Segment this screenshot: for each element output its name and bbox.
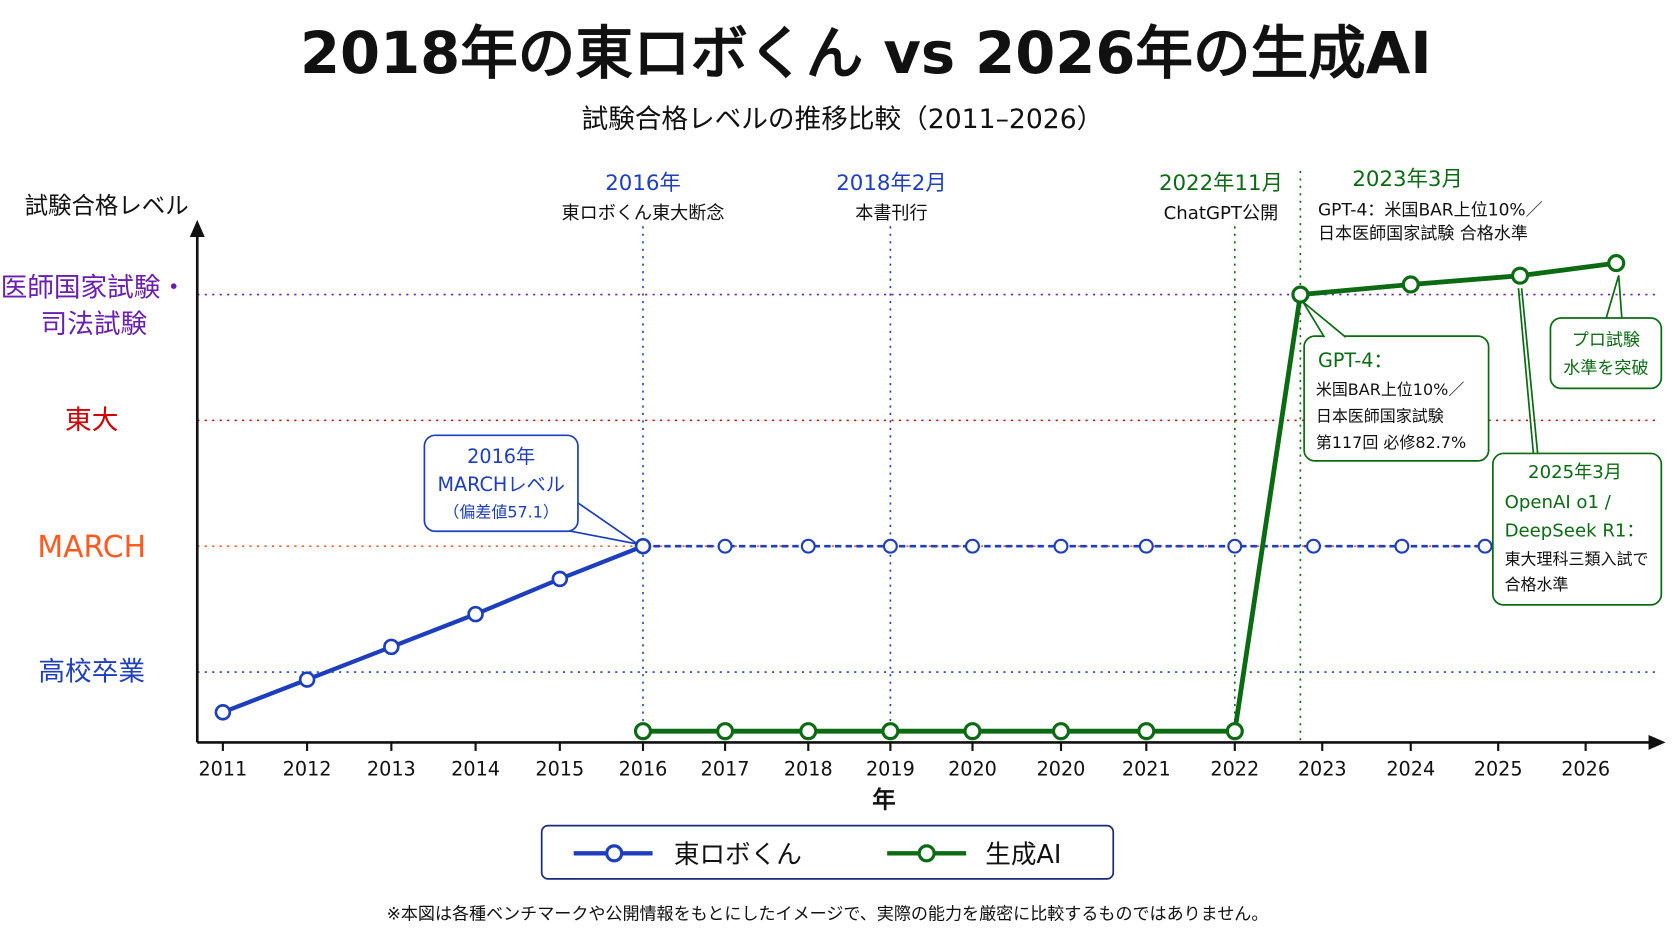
series-layer (214, 254, 1626, 741)
event-text2-2023: 日本医師国家試験 合格水準 (1318, 224, 1528, 244)
x-tick-label: 2016 (619, 757, 668, 780)
robot-point (800, 538, 816, 554)
callout-march: 2016年 MARCHレベル （偏差値57.1） (423, 434, 639, 545)
y-axis-arrow-icon (189, 219, 205, 237)
callout-gpt4-line1: GPT-4： (1318, 349, 1393, 372)
robot-point (882, 538, 898, 554)
callout-pro-line1: プロ試験 (1572, 331, 1640, 351)
x-tick-label: 2023 (1298, 757, 1347, 780)
ai-point (1225, 722, 1244, 741)
x-tick-label: 2015 (535, 757, 584, 780)
callout-o1: 2025年3月 OpenAI o1 / DeepSeek R1： 東大理科三類入… (1492, 288, 1663, 606)
y-level-labels: 医師国家試験・ 司法試験 東大 MARCH 高校卒業 (1, 273, 188, 688)
callout-march-line2: MARCHレベル (437, 473, 564, 496)
y-level-law: 司法試験 (41, 309, 148, 340)
robot-point (717, 538, 733, 554)
callout-o1-line5: 合格水準 (1505, 575, 1569, 594)
ai-point (716, 722, 735, 741)
y-level-highschool: 高校卒業 (38, 657, 145, 688)
footnote: ※本図は各種ベンチマークや公開情報をもとにしたイメージで、実際の能力を厳密に比較… (387, 904, 1269, 924)
robot-point (467, 605, 484, 623)
robot-point (1306, 538, 1321, 554)
ai-point (633, 722, 653, 741)
robot-line (222, 544, 644, 715)
x-ticks: 2011 2012 2013 2014 2015 2016 2017 2018 2019 2020… (198, 742, 1610, 780)
callout-o1-line3: DeepSeek R1： (1505, 521, 1645, 542)
event-text-2018: 本書刊行 (855, 203, 927, 224)
x-tick-label: 2025 (1474, 757, 1523, 780)
event-text-2016: 東ロボくん東大断念 (562, 202, 725, 224)
x-tick-label: 2021 (1122, 757, 1171, 780)
callout-pro-line2: 水準を突破 (1563, 358, 1648, 378)
x-tick-label: 2018 (784, 757, 833, 780)
callout-o1-line4: 東大理科三類入試で (1505, 549, 1649, 568)
robot-point (1477, 538, 1493, 554)
x-axis-label: 年 (872, 785, 895, 813)
x-tick-label: 2024 (1386, 757, 1435, 780)
robot-point (634, 537, 652, 555)
callout-gpt4-line3: 日本医師国家試験 (1316, 406, 1444, 425)
ai-point (799, 722, 818, 741)
event-date-2018: 2018年2月 (836, 171, 946, 196)
legend-marker-robot (605, 844, 624, 863)
legend-marker-ai (917, 844, 936, 863)
y-level-doctor: 医師国家試験・ (1, 273, 188, 304)
ai-point (963, 722, 982, 741)
event-text-2023: GPT-4：米国BAR上位10%／ (1318, 201, 1543, 221)
event-date-2023: 2023年3月 (1352, 167, 1462, 192)
callout-gpt4-line2: 米国BAR上位10%／ (1316, 380, 1464, 399)
robot-point (1053, 538, 1069, 554)
ai-line (642, 260, 1617, 734)
ai-point (1401, 275, 1420, 294)
callout-gpt4-line4: 第117回 必修82.7% (1316, 433, 1466, 452)
callout-march-line3: （偏差値57.1） (443, 502, 559, 521)
event-date-2022: 2022年11月 (1159, 171, 1283, 196)
x-tick-label: 2013 (367, 757, 416, 780)
legend-item-ai: 生成AI (887, 840, 1061, 870)
ai-point (1291, 285, 1310, 304)
robot-point (1227, 538, 1243, 554)
robot-point (551, 570, 569, 588)
event-text-2022: ChatGPT公開 (1164, 203, 1279, 224)
x-tick-label: 2011 (198, 757, 247, 780)
x-tick-label: 2020 (948, 757, 997, 780)
chart-subtitle: 試験合格レベルの推移比較（2011–2026） (581, 104, 1103, 135)
robot-point (965, 538, 980, 554)
robot-point (214, 704, 232, 721)
callout-o1-line1: 2025年3月 (1528, 462, 1622, 483)
legend-label-robot: 東ロボくん (674, 840, 802, 870)
ai-point (1607, 254, 1626, 273)
event-date-2016: 2016年 (605, 171, 681, 196)
y-axis-label: 試験合格レベル (25, 192, 189, 220)
legend-item-robot: 東ロボくん (573, 840, 802, 870)
robot-point (1394, 538, 1410, 554)
x-tick-label: 2014 (451, 757, 500, 780)
legend-label-ai: 生成AI (985, 840, 1061, 870)
x-axis-arrow-icon (1648, 734, 1666, 750)
x-tick-label: 2012 (283, 757, 332, 780)
event-labels: 2016年 東ロボくん東大断念 2018年2月 本書刊行 2022年11月 Ch… (562, 167, 1543, 244)
y-level-todai: 東大 (65, 405, 118, 436)
callout-pro: プロ試験 水準を突破 (1549, 275, 1663, 390)
robot-point (1138, 538, 1154, 554)
robot-point (383, 638, 400, 656)
callout-o1-line2: OpenAI o1 / (1505, 492, 1612, 513)
x-tick-label: 2022 (1210, 757, 1259, 780)
ai-point (1051, 722, 1071, 741)
robot-point (298, 671, 316, 688)
x-tick-label: 2019 (866, 757, 915, 780)
ai-point (1137, 722, 1156, 741)
x-tick-label: 2026 (1561, 757, 1610, 780)
callout-march-line1: 2016年 (467, 445, 535, 468)
x-tick-label: 2017 (701, 757, 750, 780)
legend: 東ロボくん 生成AI (540, 824, 1115, 880)
callout-gpt4: GPT-4： 米国BAR上位10%／ 日本医師国家試験 第117回 必修82.7… (1302, 301, 1490, 462)
ai-point (881, 722, 900, 741)
x-tick-label: 2020 (1037, 757, 1086, 780)
y-level-march: MARCH (37, 530, 146, 565)
chart-title: 2018年の東ロボくん vs 2026年の生成AI (300, 20, 1432, 87)
ai-point (1510, 266, 1530, 285)
